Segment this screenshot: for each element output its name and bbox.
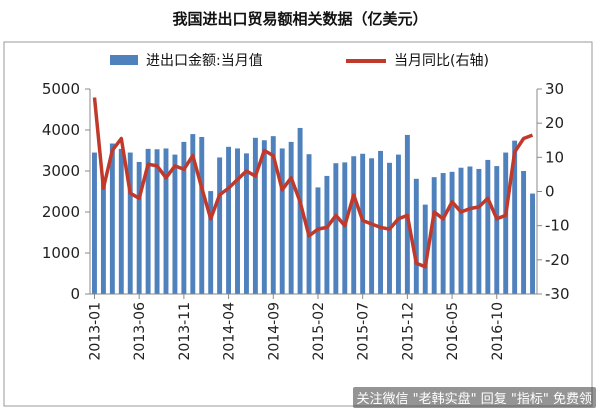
bar — [467, 166, 473, 294]
x-tick-label: 2015-07 — [356, 302, 372, 361]
bar — [217, 157, 223, 294]
legend-bar-label: 进出口金额:当月值 — [146, 53, 263, 69]
bar — [172, 154, 178, 294]
bar — [342, 162, 348, 294]
bar — [530, 193, 535, 294]
bar — [503, 152, 509, 294]
y-right-tick-label: 30 — [545, 80, 564, 98]
bar — [395, 154, 401, 294]
bar — [235, 148, 240, 294]
legend-line-label: 当月同比(右轴) — [394, 53, 489, 69]
bar — [378, 150, 384, 294]
y-left-tick-label: 0 — [70, 285, 80, 303]
y-right-tick-label: 20 — [545, 114, 564, 132]
bar — [199, 136, 205, 294]
bar — [145, 148, 151, 294]
bar — [422, 204, 428, 294]
bar — [261, 140, 267, 294]
bar — [351, 156, 357, 294]
legend-bar-swatch — [110, 55, 138, 65]
bar — [252, 137, 258, 294]
bar — [190, 134, 196, 294]
bar — [440, 173, 446, 294]
bar — [306, 154, 312, 294]
legend: 进出口金额:当月值 当月同比(右轴) — [110, 53, 489, 69]
bar — [243, 153, 249, 294]
x-tick-label: 2014-09 — [266, 302, 282, 361]
bar — [181, 141, 187, 294]
chart-frame — [3, 41, 593, 407]
x-tick-label: 2013-06 — [132, 302, 148, 361]
bar — [494, 166, 500, 294]
bar — [315, 187, 321, 294]
bar — [476, 168, 482, 294]
bar — [127, 152, 133, 294]
bar — [369, 158, 375, 294]
x-tick-label: 2013-11 — [177, 302, 193, 361]
bar — [324, 175, 330, 294]
x-tick-label: 2015-12 — [400, 302, 416, 361]
x-tick-label: 2013-01 — [87, 302, 103, 361]
bar — [360, 153, 366, 294]
chart-title: 我国进出口贸易额相关数据（亿美元） — [172, 10, 427, 28]
axes: 0 1000 2000 3000 4000 5000 -30 -20 -10 0 10 20 30 201… — [42, 80, 570, 361]
x-tick-label: 2016-10 — [490, 302, 506, 361]
y-right-tick-label: -10 — [545, 217, 570, 235]
bar — [288, 141, 294, 294]
y-left-tick-label: 2000 — [42, 203, 80, 221]
y-left-tick-label: 3000 — [42, 162, 80, 180]
bar — [163, 148, 169, 294]
bar — [458, 167, 464, 294]
y-right-tick-label: 10 — [545, 148, 564, 166]
x-tick-label: 2014-04 — [222, 302, 238, 361]
series-line — [92, 97, 534, 269]
bar — [109, 143, 115, 294]
bar — [413, 178, 419, 294]
bar — [100, 178, 106, 294]
bar — [118, 148, 124, 294]
bar — [449, 171, 455, 294]
y-right-tick-label: -30 — [545, 285, 570, 303]
x-tick-label: 2015-02 — [311, 302, 327, 361]
bar — [136, 161, 142, 294]
bar — [297, 127, 303, 294]
bar — [92, 152, 97, 294]
y-right-tick-label: 0 — [545, 183, 555, 201]
bar — [270, 136, 276, 294]
bar — [521, 171, 527, 294]
bar — [208, 191, 214, 294]
y-left-tick-label: 5000 — [42, 80, 80, 98]
bar — [485, 159, 491, 294]
line-series — [92, 97, 534, 269]
x-tick-label: 2016-05 — [445, 302, 461, 361]
bar — [333, 163, 339, 294]
y-right-tick-label: -20 — [545, 251, 570, 269]
bar — [512, 140, 518, 294]
bar — [279, 148, 285, 294]
watermark-text: 关注微信 "老韩实盘" 回复 "指标" 免费领 — [352, 387, 596, 408]
y-left-tick-label: 4000 — [42, 121, 80, 139]
bar — [431, 177, 437, 294]
bar — [154, 149, 160, 294]
bar — [226, 146, 232, 294]
y-left-tick-label: 1000 — [42, 244, 80, 262]
